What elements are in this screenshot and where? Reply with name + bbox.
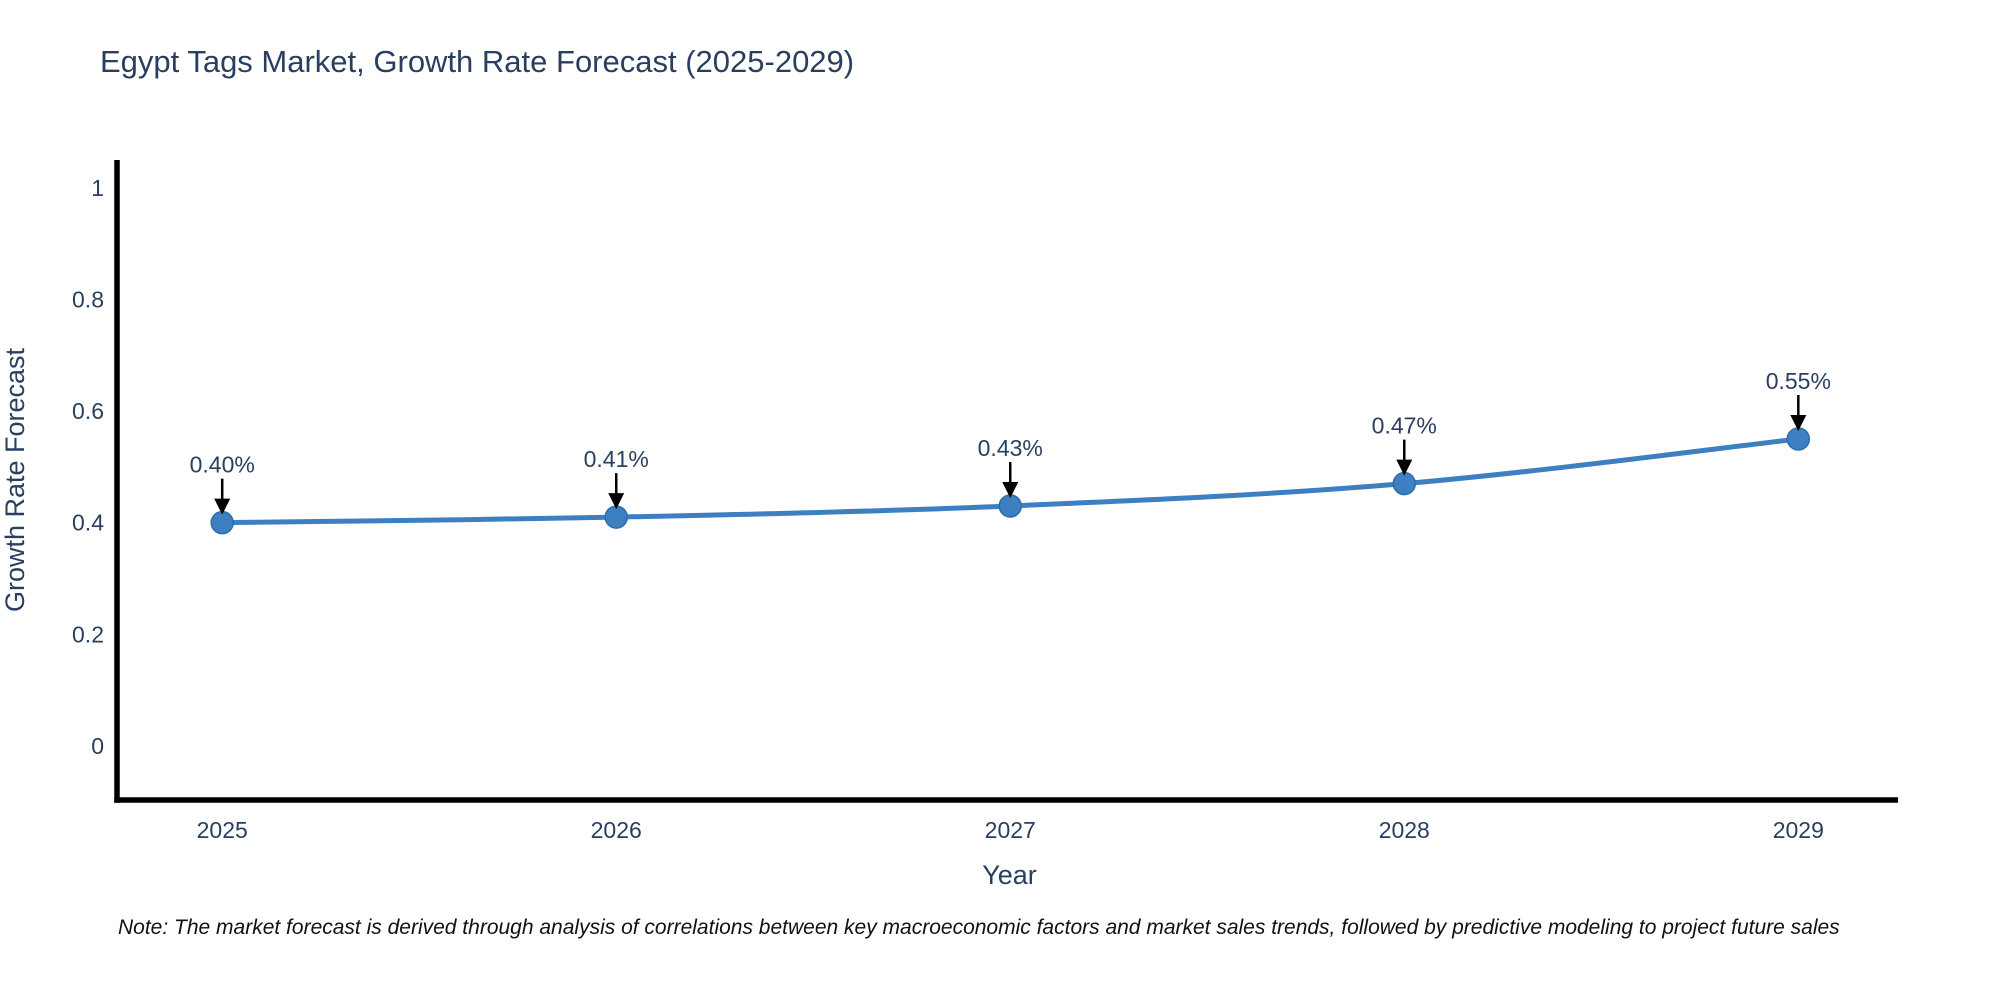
annotation-arrowhead	[1396, 459, 1413, 476]
data-point-label: 0.47%	[1372, 413, 1437, 439]
data-point-marker	[210, 510, 234, 535]
data-point-marker	[1786, 427, 1811, 451]
x-tick-label: 2028	[1379, 817, 1430, 843]
y-tick-label: 0	[91, 733, 104, 759]
x-axis-title: Year	[982, 860, 1037, 890]
annotation-arrowhead	[214, 498, 231, 515]
chart-title: Egypt Tags Market, Growth Rate Forecast …	[100, 44, 855, 79]
annotation-arrowhead	[1002, 481, 1019, 498]
x-tick-label: 2025	[197, 817, 248, 843]
annotation-arrowhead	[1790, 414, 1807, 431]
footnote: Note: The market forecast is derived thr…	[118, 916, 1840, 939]
x-tick-label: 2029	[1773, 817, 1824, 843]
x-tick-label: 2026	[591, 817, 642, 843]
data-point-label: 0.55%	[1766, 368, 1831, 394]
data-point-marker	[1392, 471, 1417, 496]
x-tick-label: 2027	[985, 817, 1036, 843]
y-tick-label: 0.2	[72, 621, 104, 647]
data-point-marker	[998, 494, 1023, 518]
data-point-marker	[604, 505, 628, 529]
data-point-label: 0.40%	[190, 452, 255, 478]
annotation-arrowhead	[608, 493, 625, 510]
y-axis-title: Growth Rate Forecast	[0, 347, 30, 612]
y-tick-label: 0.4	[72, 510, 104, 536]
data-point-label: 0.43%	[978, 435, 1043, 461]
data-point-label: 0.41%	[584, 446, 649, 472]
y-tick-label: 0.6	[72, 398, 104, 424]
y-tick-label: 0.8	[72, 286, 104, 312]
y-tick-label: 1	[91, 175, 104, 201]
